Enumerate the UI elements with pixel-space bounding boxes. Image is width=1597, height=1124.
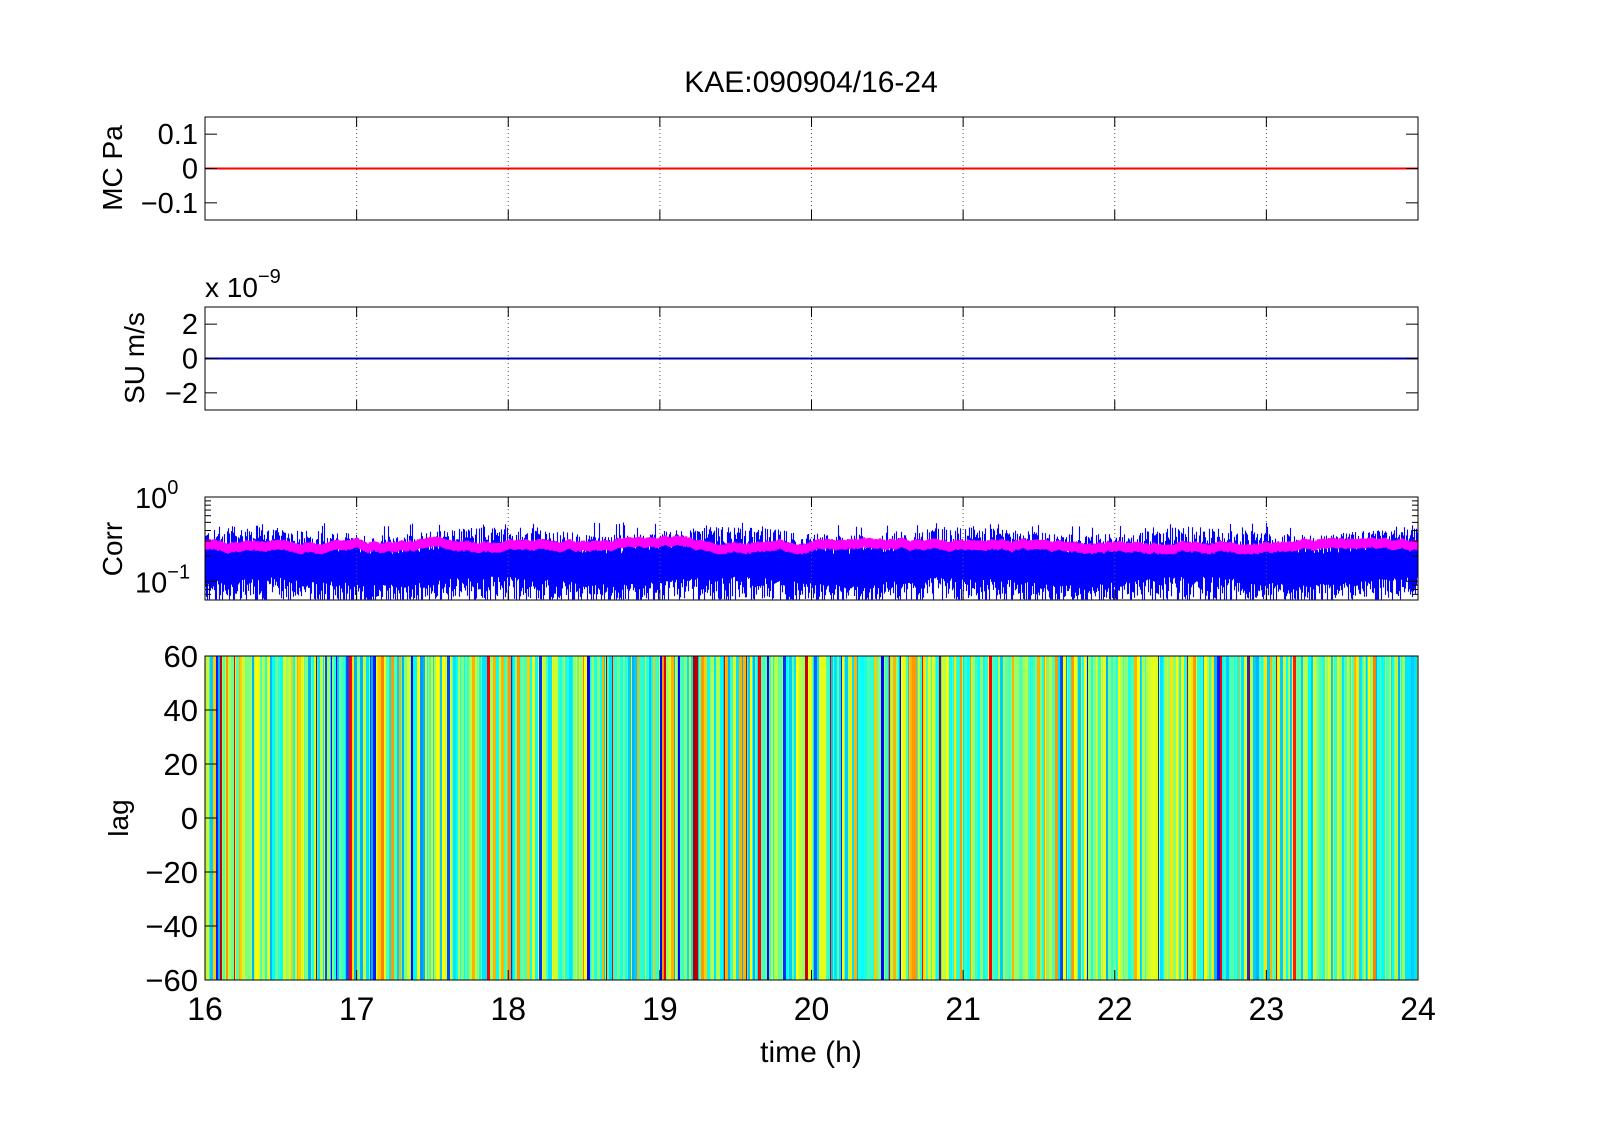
su-ms-scale-multiplier: x 10−9 (205, 266, 281, 303)
y-tick-label: 40 (164, 693, 198, 728)
y-tick-label: 0 (182, 154, 198, 186)
y-tick-label: 0 (181, 801, 198, 836)
corr-ylabel: Corr (97, 522, 128, 576)
x-tick-label: 20 (794, 991, 830, 1027)
y-tick-label: −20 (145, 855, 198, 890)
y-tick-exponent: 0 (167, 477, 178, 499)
y-tick-label: −2 (165, 378, 198, 410)
x-tick-label: 24 (1400, 991, 1436, 1027)
heatmap-stripes (213, 656, 1047, 980)
panel-su-ms: 20−2 SU m/s x 10−9 (119, 266, 1419, 411)
time-xlabel: time (h) (760, 1036, 862, 1069)
heatmap-stripes (255, 656, 1370, 980)
y-tick-label: 0.1 (158, 119, 198, 151)
panel-lag-heatmap: 16 17 18 19 20 21 22 23 24 60 40 20 0 −20 −40 −60 lag t… (103, 639, 1436, 1069)
heatmap-stripes (1293, 656, 1296, 980)
corr-smoothed-series (205, 535, 1418, 555)
heatmap-stripes (272, 656, 1394, 980)
x-tick-label: 16 (187, 991, 223, 1027)
heatmap-stripes (814, 656, 817, 980)
figure-title: KAE:090904/16-24 (684, 66, 938, 99)
x-tick-label: 21 (945, 991, 981, 1027)
x-tick-label: 23 (1249, 991, 1285, 1027)
lag-ylabel: lag (103, 799, 134, 836)
su-ms-scale-exponent: −9 (258, 266, 281, 288)
y-tick-label: 20 (164, 747, 198, 782)
su-ms-ylabel: SU m/s (119, 312, 150, 404)
corr-raw-series (205, 522, 1418, 600)
x-tick-label: 18 (490, 991, 526, 1027)
y-tick-base: 10 (135, 567, 167, 599)
x-tick-label: 19 (642, 991, 678, 1027)
y-tick-label: −60 (145, 963, 198, 998)
y-tick-label: 2 (182, 309, 198, 341)
x-tick-label: 22 (1097, 991, 1133, 1027)
x-tick-label: 17 (339, 991, 375, 1027)
y-tick-label: 0 (182, 344, 198, 376)
heatmap-stripes (258, 656, 1391, 980)
mc-pa-ylabel: MC Pa (97, 125, 128, 211)
y-tick-label: 10−1 (135, 561, 190, 599)
y-tick-label: 100 (135, 477, 178, 515)
y-tick-base: 10 (135, 483, 167, 515)
panel-mc-pa: 0.10−0.1 MC Pa (97, 116, 1419, 221)
su-ms-scale-base: x 10 (205, 272, 258, 303)
y-tick-exponent: −1 (167, 561, 190, 583)
y-tick-label: −40 (145, 909, 198, 944)
y-tick-label: 60 (164, 639, 198, 674)
y-tick-label: −0.1 (141, 188, 198, 220)
